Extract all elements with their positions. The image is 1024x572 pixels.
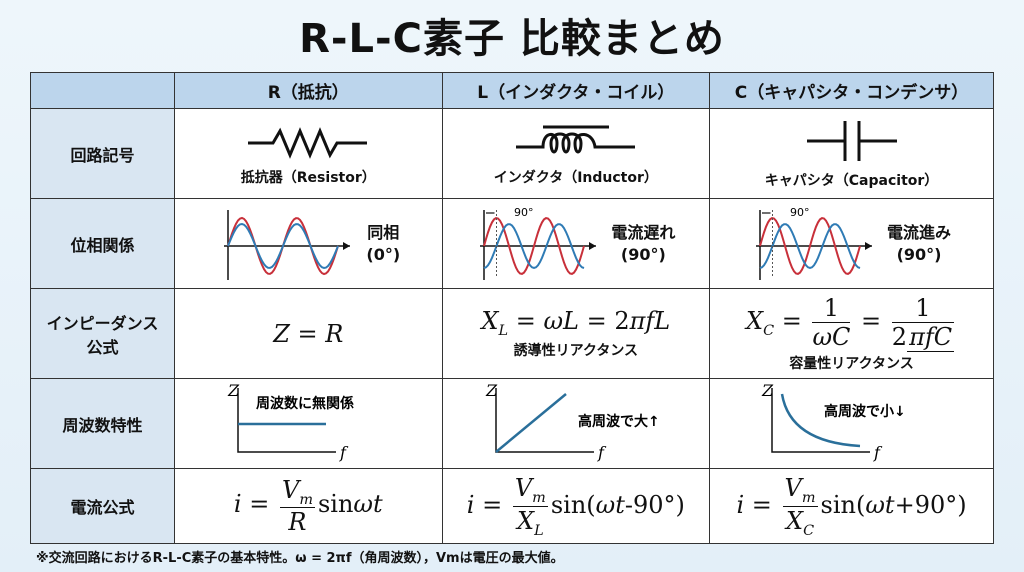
- phase-text-l: 電流遅れ: [611, 222, 676, 242]
- footnote: ※交流回路におけるR-L-C素子の基本特性。ω = 2πf（角周波数），Vmは電…: [36, 551, 564, 566]
- row-label-symbol: 回路記号: [30, 108, 175, 199]
- capacitor-symbol-cell: キャパシタ（Capacitor）: [709, 108, 994, 199]
- svg-text:f: f: [873, 443, 883, 462]
- freq-text-c: 高周波で小↓: [824, 403, 906, 420]
- axes: [224, 209, 351, 280]
- svg-text:Z: Z: [227, 381, 240, 400]
- row-label-impedance: インピーダンス 公式: [30, 288, 175, 379]
- inductor-symbol-cell: インダクタ（Inductor）: [441, 108, 711, 199]
- inductor-symbol-icon: [515, 125, 635, 153]
- voltage-wave: [759, 216, 861, 275]
- impedance-c: XC = 1 ωC = 1 2πfC 容量性リアクタンス: [709, 288, 994, 379]
- row-label-phase: 位相関係: [30, 198, 175, 289]
- voltage-wave: [483, 216, 586, 275]
- current-wave: [227, 222, 340, 269]
- current-formula-l: i = Vm XL sin(ωt-90°): [441, 468, 711, 544]
- resistor-symbol-icon: [248, 126, 368, 159]
- header-c: C（キャパシタ・コンデンサ）: [709, 72, 994, 109]
- impedance-r: Z = R: [174, 288, 443, 379]
- shift-label-c: 90°: [790, 206, 810, 219]
- page-title: R-L-C素子 比較まとめ: [299, 16, 725, 62]
- phase-text-c: 電流進み: [887, 222, 952, 242]
- svg-text:Z: Z: [485, 381, 498, 400]
- current-wave: [483, 222, 585, 269]
- phase-text-r: 同相: [367, 222, 400, 242]
- row-label-current: 電流公式: [30, 468, 175, 544]
- phase-wave-l: 90°: [480, 206, 597, 280]
- svg-text:f: f: [339, 443, 349, 462]
- shift-label-l: 90°: [514, 206, 534, 219]
- phase-angle-c: (90°): [896, 244, 942, 264]
- current-wave: [759, 222, 861, 269]
- svg-text:f: f: [597, 443, 607, 462]
- phase-angle-l: (90°): [620, 244, 666, 264]
- axis-arrow: [589, 241, 597, 250]
- axis-arrow: [343, 241, 351, 250]
- header-l: L（インダクタ・コイル）: [441, 72, 711, 109]
- current-formula-c: i = Vm XC sin(ωt+90°): [709, 468, 994, 544]
- freq-text-r: 周波数に無関係: [256, 395, 354, 412]
- freq-graph-c: Zf 高周波で小↓: [761, 381, 906, 462]
- capacitive-reactance-label: 容量性リアクタンス: [789, 356, 914, 372]
- resistor-symbol-cell: 抵抗器（Resistor）: [174, 108, 443, 199]
- phase-wave-r: [224, 209, 351, 280]
- header-empty: [30, 72, 175, 109]
- capacitor-symbol-icon: [806, 120, 897, 161]
- header-r: R（抵抗）: [174, 72, 443, 109]
- capacitor-name: キャパシタ（Capacitor）: [764, 172, 939, 189]
- freq-graph-r: Zf 周波数に無関係: [227, 381, 354, 462]
- row-label-freq: 周波数特性: [30, 378, 175, 469]
- inductive-reactance-label: 誘導性リアクタンス: [513, 343, 639, 360]
- svg-text:Z: Z: [761, 381, 774, 400]
- impedance-l: XL = ωL = 2πfL 誘導性リアクタンス: [441, 288, 711, 379]
- phase-angle-r: (0°): [366, 244, 401, 264]
- phase-wave-c: 90°: [756, 206, 873, 280]
- inductor-name: インダクタ（Inductor）: [493, 169, 658, 186]
- freq-graph-l: Zf 高周波で大↑: [485, 381, 660, 462]
- freq-text-l: 高周波で大↑: [578, 413, 660, 430]
- resistor-name: 抵抗器（Resistor）: [240, 169, 376, 186]
- comparison-table: R（抵抗） L（インダクタ・コイル） C（キャパシタ・コンデンサ） 回路記号 抵…: [30, 72, 994, 544]
- axis-arrow: [865, 241, 873, 250]
